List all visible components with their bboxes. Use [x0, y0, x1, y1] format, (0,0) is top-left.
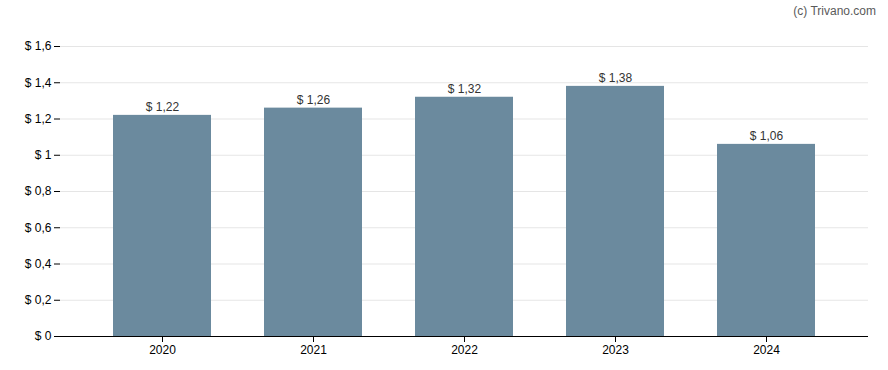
svg-text:$ 0,8: $ 0,8 [25, 184, 52, 198]
svg-text:2021: 2021 [300, 343, 327, 357]
svg-text:$ 1,38: $ 1,38 [599, 71, 633, 85]
svg-text:$ 1,22: $ 1,22 [146, 100, 180, 114]
svg-text:$ 0,4: $ 0,4 [25, 257, 52, 271]
svg-text:$ 1,4: $ 1,4 [25, 76, 52, 90]
svg-text:$ 1: $ 1 [35, 148, 52, 162]
svg-text:$ 1,26: $ 1,26 [297, 93, 331, 107]
svg-text:$ 1,32: $ 1,32 [448, 82, 482, 96]
svg-text:$ 0: $ 0 [35, 329, 52, 343]
svg-text:$ 0,6: $ 0,6 [25, 221, 52, 235]
svg-text:$ 1,06: $ 1,06 [750, 129, 784, 143]
svg-text:$ 0,2: $ 0,2 [25, 293, 52, 307]
svg-text:2024: 2024 [753, 343, 780, 357]
svg-text:2020: 2020 [149, 343, 176, 357]
svg-text:2022: 2022 [451, 343, 478, 357]
svg-text:$ 1,2: $ 1,2 [25, 112, 52, 126]
html-text:(c) Trivano.com: (c) Trivano.com [793, 4, 876, 18]
svg-text:$ 1,6: $ 1,6 [25, 39, 52, 53]
svg-text:2023: 2023 [602, 343, 629, 357]
